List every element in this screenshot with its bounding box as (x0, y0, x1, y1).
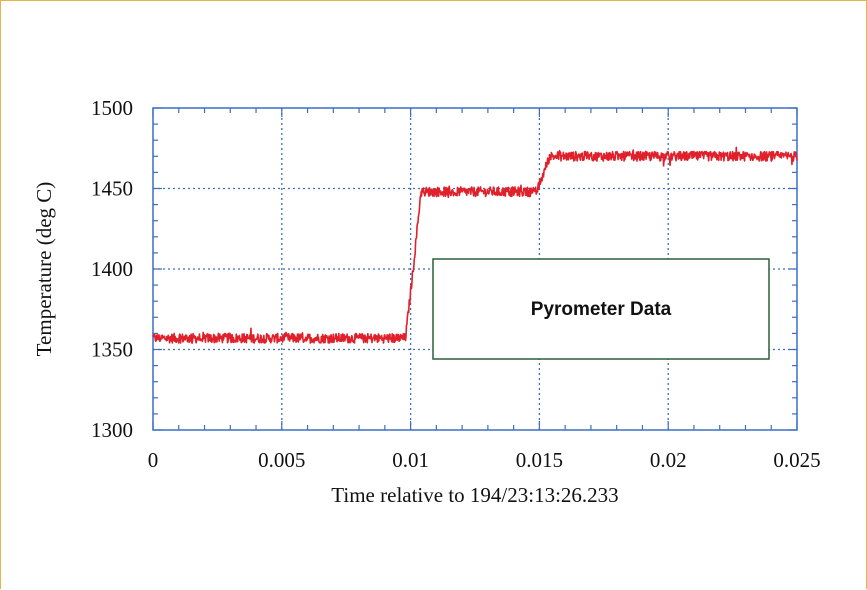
x-tick-labels: 0 0.005 0.01 0.015 0.02 0.025 (148, 448, 821, 472)
y-tick-label: 1300 (91, 418, 133, 442)
axis-minor-ticks (152, 107, 798, 431)
series-line (152, 146, 798, 344)
x-tick-label: 0.02 (650, 448, 687, 472)
y-tick-labels: 1300 1350 1400 1450 1500 (91, 96, 133, 442)
x-tick-label: 0.025 (773, 448, 820, 472)
y-tick-label: 1450 (91, 177, 133, 201)
y-tick-label: 1350 (91, 338, 133, 362)
x-tick-label: 0.015 (516, 448, 563, 472)
x-tick-label: 0.005 (258, 448, 305, 472)
y-tick-label: 1500 (91, 96, 133, 120)
x-axis-title: Time relative to 194/23:13:26.233 (331, 483, 618, 507)
x-tick-label: 0 (148, 448, 159, 472)
series-layer (152, 146, 798, 344)
x-tick-label: 0.01 (392, 448, 429, 472)
legend-series-label: Pyrometer Data (531, 299, 672, 320)
y-tick-label: 1400 (91, 257, 133, 281)
y-axis-title: Temperature (deg C) (32, 182, 56, 357)
legend: Pyrometer Data (432, 258, 770, 360)
legend-box (432, 258, 770, 360)
